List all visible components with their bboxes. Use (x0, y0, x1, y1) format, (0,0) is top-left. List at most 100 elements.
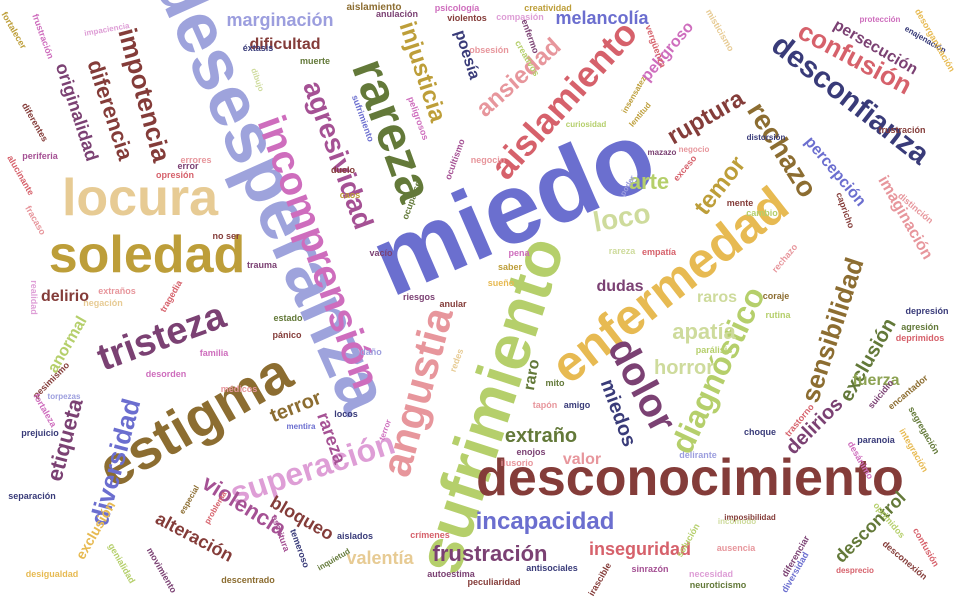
word-anular-146: anular (439, 298, 467, 309)
word-error-137: error (177, 160, 199, 171)
word-panico-97: pánico (272, 329, 302, 340)
word-rechazo-157: rechazo (769, 241, 800, 274)
word-separacion-131: separación (8, 490, 56, 501)
word-horror-40: horror (654, 357, 714, 379)
word-proteccion-77: protección (859, 15, 901, 24)
word-caos-151: caos (339, 189, 361, 200)
word-peculiaridad-115: peculiaridad (467, 576, 521, 587)
word-fortalecer-141: fortalecer (0, 9, 30, 51)
word-frustracion-34: frustración (432, 541, 548, 566)
word-curiosidad-85: curiosidad (565, 120, 607, 129)
word-ruptura-25: ruptura (662, 84, 749, 151)
word-sueno-104: sueño (487, 277, 515, 288)
word-deprimidos-82: deprimidos (895, 332, 945, 343)
word-movimiento-128: movimiento (144, 545, 179, 595)
word-descentrado-116: descentrado (221, 574, 275, 585)
word-delirio-61: delirio (40, 288, 89, 305)
word-soledad-6: soledad (48, 226, 246, 284)
word-muerte-71: muerte (299, 55, 330, 66)
word-ilusorio-107: ilusorio (500, 457, 534, 468)
word-riesgos-147: riesgos (402, 291, 435, 302)
word-creatividad-69: creatividad (524, 2, 572, 13)
word-fuerza-60: fuerza (852, 372, 900, 389)
word-mito-144: mito (545, 377, 565, 388)
word-medicos-121: médicos (220, 383, 258, 394)
word-inseguridad-46: inseguridad (588, 539, 691, 559)
word-amigo-105: amigo (563, 399, 591, 410)
word-mentira-120: mentira (286, 422, 316, 431)
word-antisociales-114: antisociales (526, 562, 578, 573)
word-exceso-186: exceso (670, 152, 699, 183)
word-empatia-92: empatía (641, 246, 676, 257)
word-saber-93: saber (497, 261, 523, 272)
word-necesidad-179: necesidad (688, 568, 734, 579)
word-aislamiento-64: aislamiento (346, 2, 402, 13)
word-pena-91: pena (508, 247, 530, 258)
word-incapacidad-33: incapacidad (475, 508, 615, 535)
word-dudas-56: dudas (596, 278, 644, 295)
word-paralisis-109: parálisis (695, 344, 733, 355)
word-extrano-38: extraño (504, 425, 578, 447)
word-agresion-81: agresión (901, 321, 939, 332)
word-fracaso-139: fracaso (23, 203, 48, 237)
word-poesia-55: poesía (450, 28, 483, 82)
word-melancolia-50: melancolía (555, 8, 649, 28)
word-desigualdad-129: desigualdad (25, 568, 79, 579)
word-depresion-80: depresión (905, 305, 949, 316)
word-rutina-155: rutina (765, 309, 791, 320)
word-distorsion-87: distorsión (746, 133, 786, 142)
word-alteracion-44: alteración (152, 508, 238, 566)
word-prejuicio-125: prejuicio (21, 427, 59, 438)
word-marginacion-48: marginación (226, 10, 334, 30)
word-especial-126: especial (177, 483, 202, 516)
word-irascible-180: irascible (586, 560, 614, 598)
word-obsesion-187: obsesión (469, 44, 509, 55)
word-locos-142: locos (334, 408, 358, 419)
word-imposibilidad-110: imposibilidad (724, 513, 776, 522)
word-dano-98: daño (360, 346, 382, 357)
word-estado-96: estado (273, 312, 303, 323)
word-extasis-72: éxtasis (242, 42, 274, 53)
word-realidad-103: realidad (28, 279, 39, 315)
word-raros-57: raros (696, 289, 738, 306)
word-valor-59: valor (562, 451, 602, 468)
word-vacio-90: vacío (369, 247, 393, 258)
word-psicologia-66: psicología (434, 2, 480, 13)
word-coraje-156: coraje (762, 290, 790, 301)
word-mente-161: mente (726, 197, 754, 208)
word-desprecio-182: desprecio (836, 566, 874, 575)
word-aislados-111: aislados (336, 530, 374, 541)
word-cambio-162: cambio (746, 207, 778, 218)
word-desorden-122: desorden (145, 368, 187, 379)
word-frustracion-79: frustración (878, 124, 926, 135)
word-autoestima-113: autoestima (427, 568, 475, 579)
word-opresion-83: opresión (155, 169, 194, 180)
word-ausencia-175: ausencia (716, 542, 756, 553)
word-valentia-45: valentía (346, 548, 414, 568)
word-mazazo-88: mazazo (647, 148, 677, 157)
word-periferia-133: periferia (22, 150, 58, 161)
word-diferentes-132: diferentes (20, 100, 51, 143)
word-torpezas-124: torpezas (47, 392, 81, 401)
word-negocio-89: negocio (678, 145, 710, 154)
word-trauma-95: trauma (246, 259, 277, 270)
word-extranos-101: extraños (98, 285, 136, 296)
word-tapon-143: tapón (532, 399, 558, 410)
word-frustracion-140: frustración (30, 12, 57, 60)
word-compasion-68: compasión (496, 11, 544, 22)
word-violentos-67: violentos (447, 12, 487, 23)
word-raro-58: raro (521, 358, 544, 392)
word-desconocimiento-3: desconocimiento (476, 449, 904, 507)
word-enojos-106: enojos (516, 446, 546, 457)
word-dificultad-49: dificultad (249, 36, 321, 53)
word-crimenes-112: crímenes (410, 529, 450, 540)
word-misticismo-75: misticismo (704, 6, 737, 53)
word-apatia-39: apatía (672, 319, 736, 344)
word-paranoia-168: paranoia (857, 434, 895, 445)
word-genialidad-130: genialidad (105, 540, 137, 585)
word-no-ser-136: no ser (212, 230, 240, 241)
word-loco-27: loco (590, 197, 653, 238)
word-incomodo-177: incómodo (717, 517, 757, 526)
word-delirante-108: delirante (679, 449, 717, 460)
word-familia-99: familia (199, 347, 229, 358)
